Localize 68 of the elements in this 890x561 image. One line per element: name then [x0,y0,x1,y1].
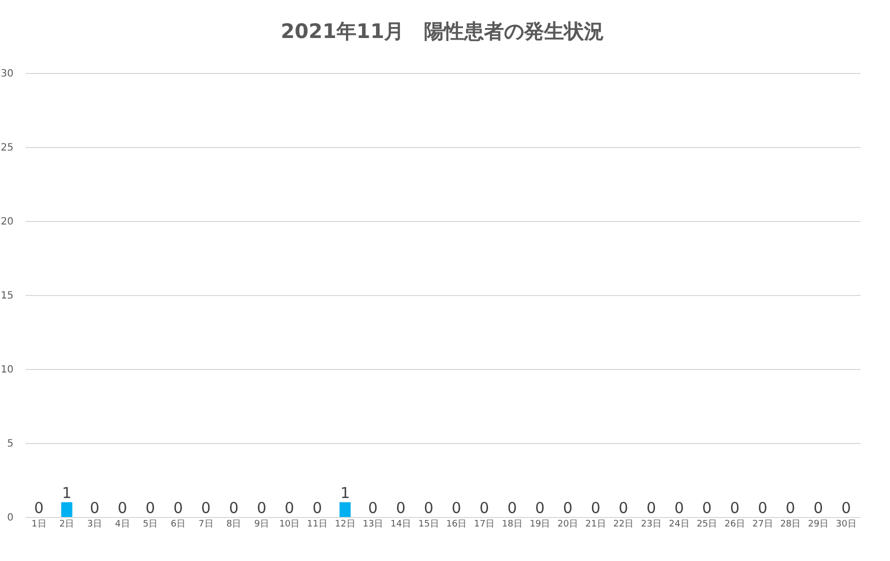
data-label: 0 [452,499,462,517]
x-tick-label: 6日 [170,520,186,530]
x-tick-label: 30日 [836,520,856,530]
y-tick-label: 15 [0,290,14,302]
x-tick-label: 19日 [530,520,550,530]
data-label: 0 [90,499,100,517]
data-label: 0 [590,499,600,517]
x-tick-label: 2日 [59,520,74,530]
data-label: 0 [173,499,183,517]
data-label: 0 [479,499,490,517]
x-tick-label: 28日 [780,520,801,530]
x-tick-label: 25日 [696,520,718,530]
data-label: 0 [145,499,156,517]
y-tick-label: 30 [0,68,14,80]
y-tick-label: 20 [0,216,14,228]
x-tick-label: 9日 [254,520,269,530]
data-label: 0 [118,499,128,517]
y-tick-label: 25 [0,142,14,154]
data-label: 0 [256,499,266,517]
x-tick-label: 24日 [668,520,690,530]
x-tick-label: 26日 [724,520,745,530]
data-label: 0 [312,499,322,517]
data-label: 0 [34,499,44,517]
x-tick-label: 21日 [585,520,606,530]
data-label: 0 [284,499,294,517]
x-tick-label: 27日 [752,520,773,530]
data-label: 0 [674,499,684,517]
y-tick-label: 10 [0,364,14,376]
y-tick-label: 0 [7,512,14,524]
data-label: 0 [646,499,656,517]
x-tick-label: 3日 [87,520,102,530]
x-tick-label: 10日 [279,520,300,530]
x-tick-label: 4日 [115,520,130,530]
data-label: 0 [535,499,545,517]
data-label: 0 [841,499,851,517]
x-tick-label: 5日 [142,520,158,530]
x-tick-label: 1日 [32,520,46,530]
data-label: 0 [201,499,211,517]
x-tick-label: 13日 [362,520,384,530]
data-label: 0 [368,499,378,517]
x-tick-label: 17日 [474,520,494,530]
x-tick-label: 29日 [808,520,828,530]
data-label: 0 [562,499,573,517]
x-tick-label: 23日 [641,520,662,530]
data-label: 1 [340,484,350,502]
data-label: 0 [424,499,434,517]
data-label: 0 [618,499,628,517]
x-tick-label: 18日 [502,520,522,530]
data-label: 0 [507,499,517,517]
data-label: 0 [228,499,239,517]
data-label: 0 [702,499,712,517]
x-tick-label: 12日 [334,520,356,530]
y-tick-label: 5 [7,438,14,450]
x-tick-label: 15日 [418,520,439,530]
data-label: 0 [813,499,824,517]
data-label: 0 [786,499,796,517]
x-tick-label: 11日 [307,520,328,530]
x-tick-label: 14日 [390,520,411,530]
chart-title: 2021年11月 陽性患者の発生状況 [280,19,604,43]
data-label: 0 [730,499,740,517]
x-tick-label: 8日 [226,520,242,530]
x-tick-label: 7日 [198,520,214,530]
x-tick-label: 20日 [558,520,578,530]
x-tick-label: 22日 [613,520,634,530]
data-label: 0 [396,499,406,517]
data-label: 1 [62,484,72,502]
x-tick-label: 16日 [446,520,467,530]
data-label: 0 [758,499,768,517]
